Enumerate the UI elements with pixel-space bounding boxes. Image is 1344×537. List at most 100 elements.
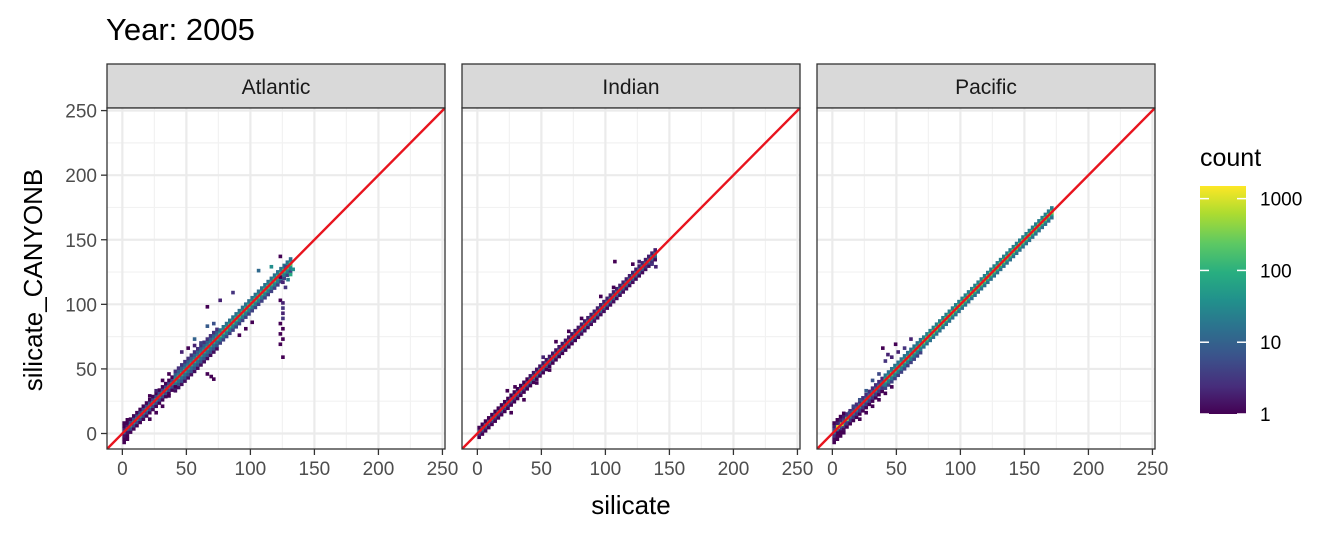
heatmap-cell — [579, 328, 584, 333]
heatmap-cell — [202, 343, 206, 348]
heatmap-cell — [202, 359, 206, 364]
heatmap-cell — [173, 382, 178, 387]
heatmap-cell — [195, 353, 200, 358]
heatmap-cell — [528, 374, 533, 378]
strip-label: Pacific — [955, 76, 1017, 99]
heatmap-cell — [1024, 241, 1029, 246]
heatmap-cell — [896, 360, 900, 365]
heatmap-cell — [269, 264, 274, 269]
heatmap-cell — [218, 337, 222, 342]
heatmap-cell — [208, 337, 213, 341]
heatmap-cell — [832, 424, 836, 429]
heatmap-cell — [624, 286, 629, 291]
heatmap-cell — [250, 320, 254, 325]
heatmap-cell — [589, 322, 593, 327]
heatmap-cell — [554, 339, 558, 344]
heatmap-cell — [167, 378, 171, 383]
heatmap-cell — [963, 299, 968, 304]
heatmap-cell — [522, 397, 526, 402]
heatmap-cell — [173, 376, 178, 380]
heatmap-cell — [256, 299, 261, 303]
heatmap-cell — [199, 356, 203, 361]
heatmap-cell — [832, 434, 836, 438]
heatmap-cell — [624, 283, 629, 288]
heatmap-cell — [269, 289, 274, 294]
heatmap-cell — [518, 383, 523, 388]
heatmap-cell — [509, 393, 513, 398]
heatmap-cell — [247, 308, 251, 313]
heatmap-cell — [208, 350, 213, 354]
heatmap-cell — [1030, 225, 1035, 230]
heatmap-cell — [282, 273, 287, 277]
heatmap-cell — [528, 380, 533, 385]
heatmap-cell — [570, 332, 574, 336]
heatmap-cell — [1043, 219, 1048, 223]
heatmap-cell — [276, 270, 280, 274]
heatmap-cell — [595, 315, 600, 320]
heatmap-cell — [509, 410, 513, 415]
heatmap-cell — [1050, 206, 1054, 210]
heatmap-cell — [122, 434, 126, 438]
heatmap-cell — [877, 379, 881, 384]
heatmap-cell — [573, 338, 577, 343]
x-tick-label: 100 — [590, 459, 622, 480]
heatmap-cell — [167, 372, 171, 376]
panels-layer: Atlantic 0 50 100 150 200 250 Indian 0 50 100 150 20… — [106, 63, 1169, 480]
heatmap-cell — [199, 341, 203, 345]
heatmap-cell — [541, 361, 545, 365]
heatmap-cell — [944, 322, 948, 327]
heatmap-cell — [653, 254, 658, 259]
heatmap-cell — [224, 334, 229, 339]
heatmap-cell — [870, 386, 875, 390]
heatmap-cell — [870, 378, 875, 383]
heatmap-cell — [202, 353, 206, 358]
heatmap-cell — [259, 286, 264, 290]
heatmap-cell — [995, 270, 1000, 275]
heatmap-cell — [141, 414, 146, 418]
heatmap-cell — [576, 325, 581, 330]
heatmap-cell — [909, 360, 913, 365]
heatmap-cell — [847, 410, 852, 415]
heatmap-cell — [877, 392, 881, 397]
heatmap-cell — [141, 417, 146, 421]
x-tick-label: 100 — [945, 459, 977, 480]
panel-pacific: Pacific 0 50 100 150 200 250 — [816, 63, 1169, 480]
x-tick-label: 250 — [1137, 459, 1169, 480]
heatmap-cell — [272, 273, 277, 277]
heatmap-cell — [263, 292, 267, 297]
panel-indian: Indian 0 50 100 150 200 250 — [461, 63, 813, 480]
heatmap-cell — [259, 295, 264, 300]
legend-colorbar — [1200, 186, 1246, 414]
heatmap-cell — [995, 267, 1000, 272]
heatmap-cell — [838, 414, 843, 419]
heatmap-cell — [918, 337, 923, 342]
heatmap-cell — [125, 424, 130, 429]
heatmap-cell — [189, 359, 194, 364]
x-tick-label: 0 — [472, 459, 483, 480]
heatmap-cell — [592, 309, 597, 314]
heatmap-cell — [160, 404, 165, 409]
panel-border — [461, 107, 801, 450]
heatmap-cell — [211, 377, 216, 381]
heatmap-cell — [1014, 251, 1019, 256]
heatmap-cell — [608, 303, 613, 307]
heatmap-cell — [598, 309, 603, 314]
heatmap-cell — [486, 425, 491, 430]
heatmap-cell — [637, 273, 642, 278]
heatmap-cell — [179, 350, 184, 354]
heatmap-cell — [883, 391, 888, 396]
heatmap-cell — [263, 283, 267, 287]
heatmap-cell — [848, 421, 852, 426]
heatmap-cell — [183, 359, 187, 364]
heatmap-cell — [979, 286, 984, 291]
heatmap-cell — [637, 264, 642, 268]
heatmap-cell — [931, 325, 936, 330]
heatmap-cell — [199, 350, 203, 354]
heatmap-cell — [1024, 232, 1029, 236]
heatmap-cell — [138, 407, 142, 412]
heatmap-cell — [979, 283, 984, 288]
heatmap-cell — [502, 406, 507, 411]
heatmap-cell — [557, 351, 561, 356]
heatmap-cell — [848, 408, 852, 413]
heatmap-cell — [234, 325, 238, 329]
